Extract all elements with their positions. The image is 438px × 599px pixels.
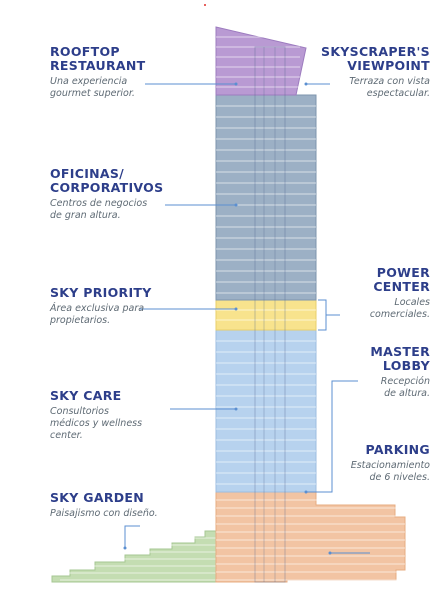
sky-garden-desc: Paisajismo con diseño. <box>50 508 158 519</box>
parking-block <box>215 491 406 583</box>
offices-desc: Centros de negocios de gran altura. <box>50 198 148 221</box>
sky-garden-title: SKY GARDEN <box>50 490 145 505</box>
label-sky-garden: SKY GARDEN Paisajismo con diseño. <box>50 491 220 520</box>
leader-dot <box>234 307 238 311</box>
leader-master-lobby <box>306 380 358 493</box>
viewpoint-title: SKYSCRAPER'S VIEWPOINT <box>321 44 430 73</box>
leader-dot <box>234 82 238 86</box>
sky-garden-block <box>51 530 217 583</box>
parking-title: PARKING <box>365 442 430 457</box>
leader-dot <box>123 546 127 550</box>
sky-care-block <box>215 329 317 493</box>
sky-priority-block <box>215 299 317 331</box>
power-center-title: POWER CENTER <box>373 265 430 294</box>
parking-desc: Estacionamiento de 6 niveles. <box>350 460 430 483</box>
leader-sky-garden <box>124 525 140 548</box>
label-power-center: POWER CENTER Locales comerciales. <box>320 266 430 321</box>
offices-title: OFICINAS/ CORPORATIVOS <box>50 166 164 195</box>
sky-priority-desc: Área exclusiva para propietarios. <box>50 303 145 326</box>
label-sky-care: SKY CARE Consultorios médicos y wellness… <box>50 389 220 442</box>
rooftop-restaurant-title: ROOFTOP RESTAURANT <box>50 44 146 73</box>
rooftop-block <box>215 26 307 96</box>
leader-dot <box>234 407 238 411</box>
leader-dot <box>304 490 308 494</box>
offices-block <box>215 94 317 301</box>
sky-care-desc: Consultorios médicos y wellness center. <box>50 406 143 441</box>
label-skyscrapers-viewpoint: SKYSCRAPER'S VIEWPOINT Terraza con vista… <box>300 45 430 100</box>
rooftop-restaurant-desc: Una experiencia gourmet superior. <box>50 76 135 99</box>
label-sky-priority: SKY PRIORITY Área exclusiva para propiet… <box>50 286 220 327</box>
label-master-lobby: MASTER LOBBY Recepción de altura. <box>320 345 430 400</box>
master-lobby-title: MASTER LOBBY <box>370 344 430 373</box>
viewpoint-desc: Terraza con vista espectacular. <box>349 76 430 99</box>
power-center-desc: Locales comerciales. <box>369 297 430 320</box>
sky-priority-title: SKY PRIORITY <box>50 285 152 300</box>
master-lobby-desc: Recepción de altura. <box>380 376 430 399</box>
label-rooftop-restaurant: ROOFTOP RESTAURANT Una experiencia gourm… <box>50 45 210 100</box>
label-offices: OFICINAS/ CORPORATIVOS Centros de negoci… <box>50 167 220 222</box>
red-dot-marker <box>204 4 206 6</box>
leader-dot <box>234 203 238 207</box>
leader-dot <box>304 82 308 86</box>
label-parking: PARKING Estacionamiento de 6 niveles. <box>320 443 430 484</box>
leader-dot <box>328 551 332 555</box>
sky-care-title: SKY CARE <box>50 388 122 403</box>
core-outline <box>254 46 286 583</box>
